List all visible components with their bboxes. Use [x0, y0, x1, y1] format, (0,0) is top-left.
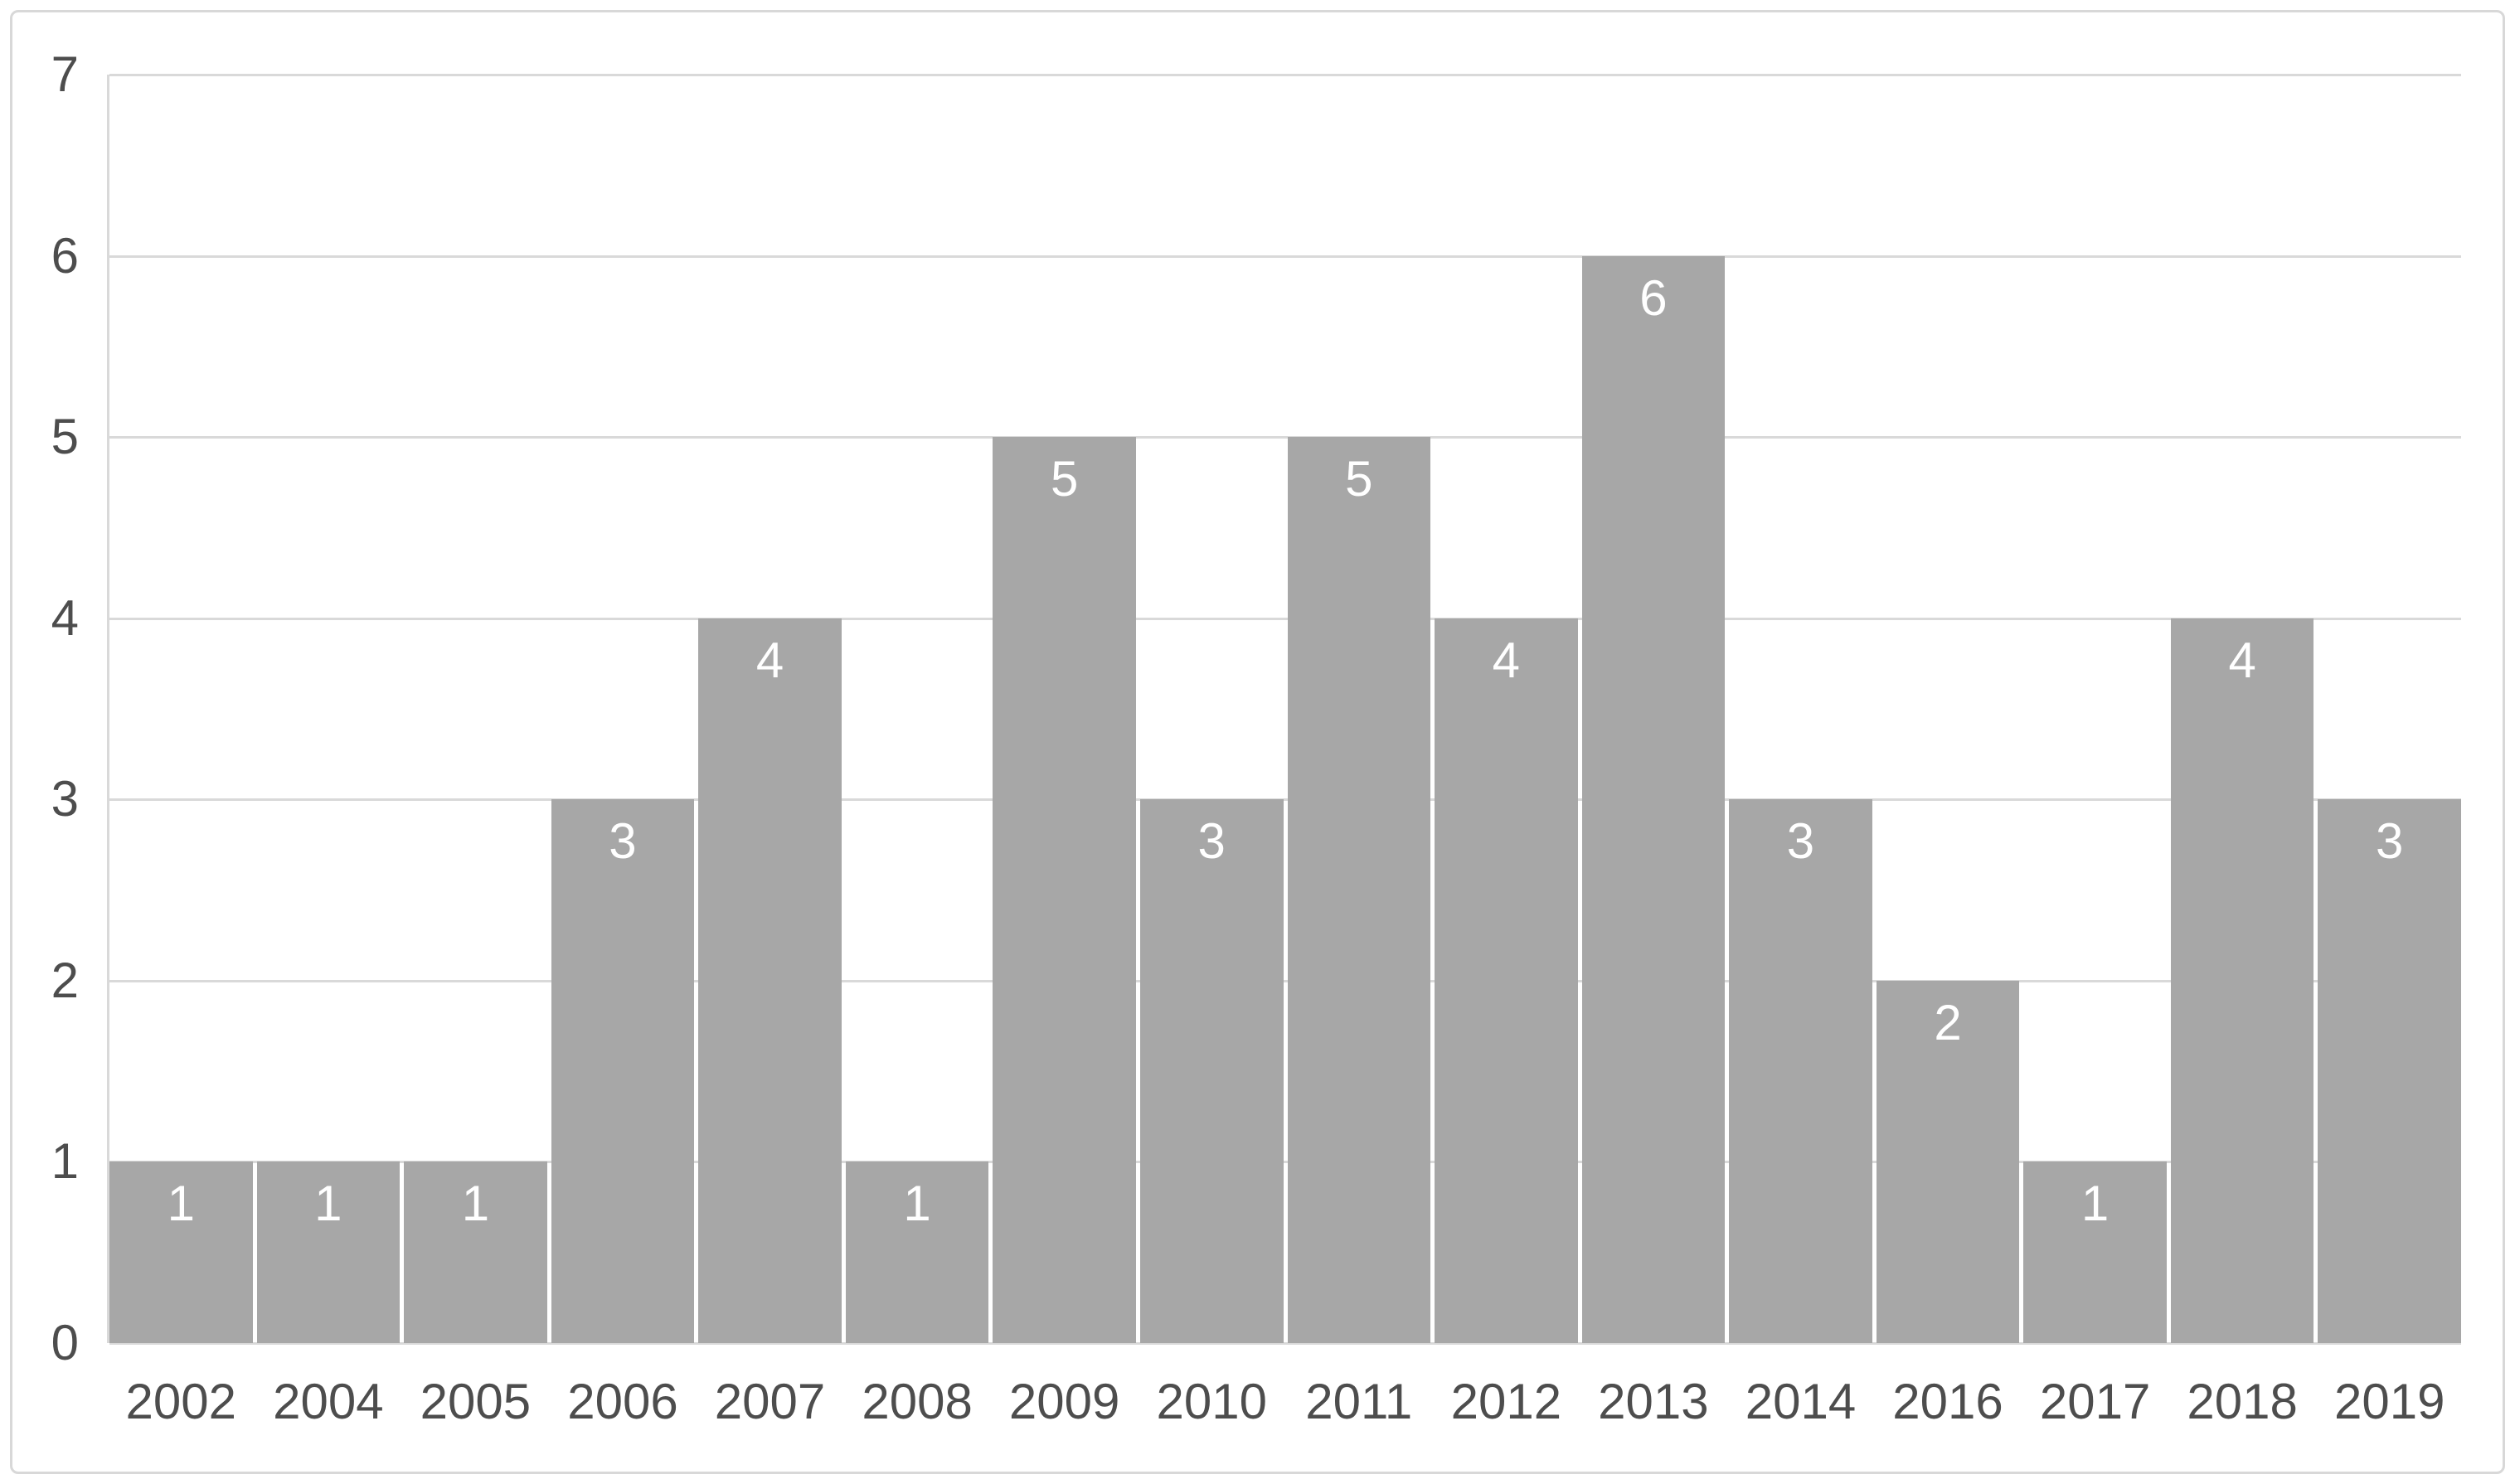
bar-value-label: 3: [1786, 813, 1815, 870]
bar: 1: [2023, 1161, 2167, 1343]
bar: 3: [2318, 799, 2461, 1343]
gridline: [109, 617, 2461, 620]
x-tick-label: 2019: [2333, 1374, 2445, 1429]
gridline: [109, 979, 2461, 982]
bar: 1: [109, 1161, 253, 1343]
x-tick-label: 2007: [714, 1374, 826, 1429]
chart-border-frame: [10, 10, 2505, 1474]
x-tick-label: 2013: [1598, 1374, 1709, 1429]
bar-value-label: 1: [461, 1176, 490, 1232]
bar-series: 1 1 1 3 4 1 5 3 5 4 6 3 2 1 4 3: [109, 75, 2461, 1343]
gridline: [109, 798, 2461, 802]
x-tick-label: 2005: [420, 1374, 532, 1429]
x-tick-label: 2008: [862, 1374, 973, 1429]
bar: 5: [1287, 437, 1431, 1343]
gridline: [109, 1161, 2461, 1164]
bar-value-label: 3: [2376, 813, 2404, 870]
x-tick-label: 2011: [1305, 1374, 1413, 1429]
bar: 3: [1729, 799, 1872, 1343]
y-tick-label: 6: [51, 227, 79, 284]
x-tick-label: 2006: [567, 1374, 678, 1429]
gridline: [109, 255, 2461, 258]
x-axis: 2002 2004 2005 2006 2007 2008 2009 2010 2011 2012…: [109, 1375, 2461, 1429]
x-tick-label: 2016: [1892, 1374, 2003, 1429]
bar-value-label: 3: [1197, 813, 1226, 870]
x-tick-label: 2009: [1008, 1374, 1120, 1429]
y-tick-label: 2: [51, 952, 79, 1008]
plot-area: 1 1 1 3 4 1 5 3 5 4 6 3 2 1 4 3: [107, 74, 2461, 1345]
bar-value-label: 5: [1050, 451, 1079, 507]
x-tick-label: 2010: [1156, 1374, 1267, 1429]
x-tick-label: 2014: [1745, 1374, 1857, 1429]
bar: 1: [845, 1161, 989, 1343]
bar-value-label: 4: [2228, 632, 2256, 688]
y-tick-label: 3: [51, 771, 79, 827]
bar-value-label: 2: [1934, 994, 1962, 1050]
x-tick-label: 2004: [273, 1374, 384, 1429]
bar: 1: [256, 1161, 401, 1343]
bar: 3: [551, 799, 695, 1343]
bar-value-label: 1: [903, 1176, 931, 1232]
gridline: [109, 1342, 2461, 1345]
gridline: [109, 74, 2461, 76]
y-tick-label: 0: [51, 1315, 79, 1370]
bar: 4: [698, 618, 842, 1343]
y-tick-label: 5: [51, 409, 79, 465]
bar: 4: [2170, 618, 2314, 1343]
bar: 3: [1139, 799, 1284, 1343]
x-tick-label: 2017: [2039, 1374, 2151, 1429]
bar-value-label: 5: [1345, 451, 1373, 507]
bar-value-label: 3: [609, 813, 637, 870]
y-axis-line: [107, 75, 109, 1343]
bar: 5: [993, 437, 1136, 1343]
bar: 1: [404, 1161, 547, 1343]
y-tick-label: 7: [51, 46, 79, 102]
gridline: [109, 436, 2461, 439]
bar-value-label: 1: [2080, 1176, 2110, 1232]
bar: 2: [1876, 980, 2020, 1343]
bar-value-label: 4: [1492, 632, 1521, 688]
x-tick-label: 2002: [125, 1374, 237, 1429]
bar: 6: [1581, 255, 1726, 1343]
bar-value-label: 6: [1639, 269, 1668, 326]
x-tick-label: 2018: [2187, 1374, 2298, 1429]
bar: 4: [1435, 618, 1578, 1343]
y-tick-label: 4: [51, 589, 79, 646]
bar-value-label: 4: [755, 632, 784, 688]
bar-value-label: 1: [314, 1176, 342, 1232]
x-tick-label: 2012: [1450, 1374, 1562, 1429]
bar-value-label: 1: [167, 1176, 195, 1232]
y-tick-label: 1: [51, 1133, 79, 1190]
